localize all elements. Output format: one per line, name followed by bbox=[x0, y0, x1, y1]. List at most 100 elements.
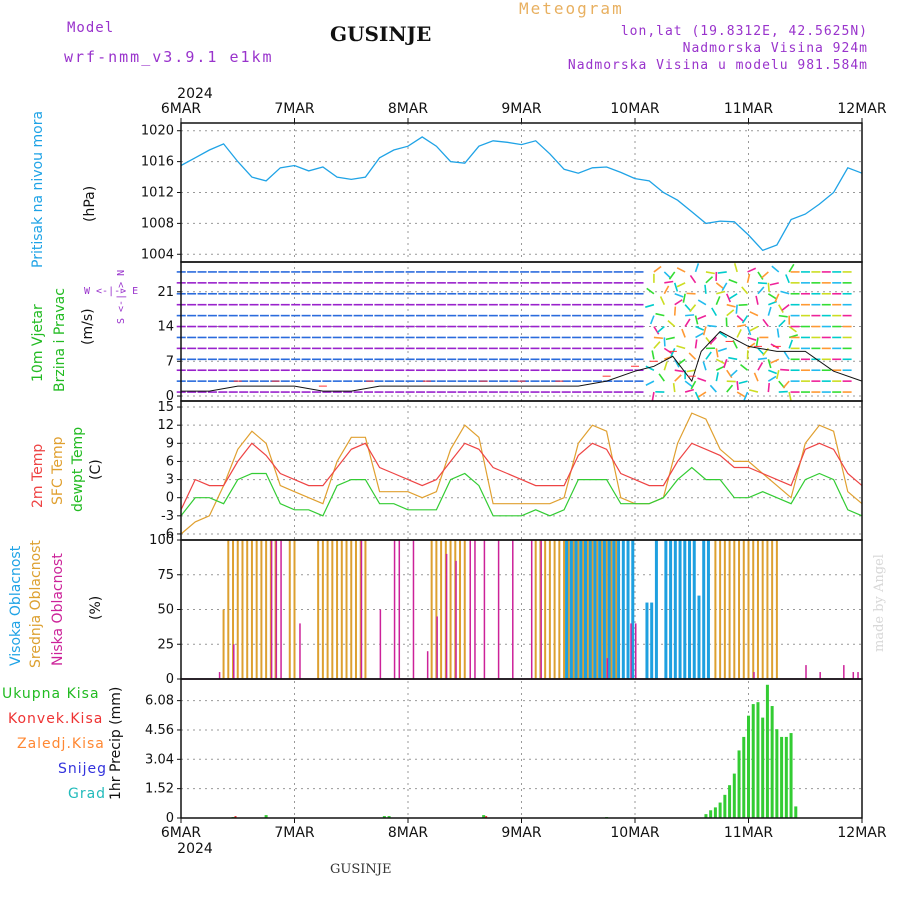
wind-barb bbox=[726, 384, 734, 393]
wind-barb bbox=[702, 361, 707, 371]
temp-tick-label: -3 bbox=[161, 509, 174, 524]
wind-barb bbox=[653, 265, 662, 273]
wind-barb bbox=[778, 390, 788, 393]
wind-barb bbox=[655, 312, 665, 317]
wind-barb bbox=[664, 280, 674, 284]
wind-barb bbox=[697, 314, 707, 320]
wind-barb bbox=[785, 274, 790, 284]
wind-barb bbox=[775, 370, 780, 380]
bottom-year: 2024 bbox=[177, 841, 213, 857]
mid-cloud-bar bbox=[222, 609, 225, 679]
low-cloud-bar bbox=[606, 658, 609, 679]
wind-barb bbox=[757, 282, 767, 285]
mid-cloud-bar bbox=[719, 540, 722, 679]
precip-tick-label: 1.52 bbox=[145, 782, 174, 797]
mid-cloud-bar bbox=[728, 540, 731, 679]
precip-total-bar bbox=[784, 736, 788, 818]
mid-cloud-bar bbox=[459, 540, 462, 679]
low-cloud-bar bbox=[270, 540, 273, 679]
wind-barb bbox=[684, 380, 693, 388]
wind-barb bbox=[755, 337, 759, 347]
mid-cloud-bar bbox=[756, 540, 759, 679]
mid-cloud-bar bbox=[572, 540, 575, 679]
wind-barb bbox=[749, 389, 759, 393]
low-cloud-bar bbox=[530, 540, 533, 679]
wind-barb bbox=[686, 369, 696, 373]
precip-total-bar bbox=[264, 815, 268, 818]
altitude: Nadmorska Visina 924m bbox=[682, 41, 868, 56]
wind-tick-label: 14 bbox=[157, 320, 174, 335]
wind-barb bbox=[674, 358, 680, 368]
top-date-label: 12MAR bbox=[837, 101, 886, 117]
wind-barb bbox=[673, 282, 679, 292]
bottom-date-label: 8MAR bbox=[388, 825, 429, 841]
high-cloud-bar bbox=[621, 540, 625, 679]
mid-cloud-bar bbox=[236, 540, 239, 679]
low-cloud-bar bbox=[857, 672, 859, 679]
mid-cloud-bar bbox=[577, 540, 580, 679]
wind-barb bbox=[732, 339, 738, 349]
wind-barb bbox=[715, 348, 719, 358]
wind-barb bbox=[735, 304, 738, 314]
low-cloud-bar bbox=[218, 672, 221, 679]
wind-barb bbox=[728, 278, 738, 284]
wind-barb bbox=[767, 375, 777, 382]
precip-total-bar bbox=[789, 733, 793, 818]
wind-barb bbox=[685, 314, 695, 317]
mid-cloud-bar bbox=[250, 540, 253, 679]
wind-barb bbox=[653, 326, 660, 335]
wind-barb bbox=[656, 325, 665, 334]
mid-cloud-bar bbox=[738, 540, 741, 679]
high-cloud-bar bbox=[626, 540, 630, 679]
legend-frz: Zaledj.Kisa bbox=[17, 736, 105, 752]
high-cloud-bar bbox=[678, 540, 682, 679]
mid-cloud-bar bbox=[733, 540, 736, 679]
high-cloud-bar bbox=[612, 540, 616, 679]
wind-barb bbox=[780, 368, 790, 372]
mid-cloud-bar bbox=[548, 540, 551, 679]
low-cloud-bar bbox=[426, 651, 429, 679]
high-cloud-bar bbox=[683, 540, 687, 679]
wind-barb bbox=[672, 383, 676, 393]
wind-barb bbox=[663, 361, 668, 371]
precip-tick-label: 4.56 bbox=[145, 723, 174, 738]
wind-barb bbox=[653, 336, 663, 340]
wind-barb bbox=[676, 282, 686, 288]
high-cloud-bar bbox=[697, 595, 701, 679]
wind-barb bbox=[741, 286, 749, 295]
precip-total-bar bbox=[387, 816, 391, 818]
mid-cloud-bar bbox=[581, 540, 584, 679]
pressure-tick-label: 1004 bbox=[141, 247, 174, 262]
wind-barb bbox=[788, 263, 795, 273]
wind-barb bbox=[705, 351, 712, 360]
mid-cloud-bar bbox=[742, 540, 745, 679]
pressure-tick-label: 1020 bbox=[141, 124, 174, 139]
page-title: GUSINJE bbox=[330, 22, 432, 46]
wind-barb bbox=[788, 391, 792, 402]
low-cloud-bar bbox=[474, 540, 476, 679]
precip-total-bar bbox=[382, 816, 386, 818]
wind-barb bbox=[757, 347, 765, 356]
low-cloud-bar bbox=[843, 665, 845, 679]
high-cloud-bar bbox=[569, 540, 573, 679]
high-cloud-bar bbox=[602, 540, 606, 679]
wind-barb bbox=[715, 365, 725, 371]
cloud-tick-label: 100 bbox=[149, 533, 174, 548]
wind-barb bbox=[697, 377, 707, 382]
footer-station: GUSINJE bbox=[330, 862, 392, 877]
wind-barb bbox=[728, 356, 738, 361]
high-cloud-bar bbox=[650, 602, 654, 679]
legend-total: Ukupna Kisa bbox=[2, 686, 100, 702]
wind-barb bbox=[780, 290, 790, 295]
temp-tick-label: 9 bbox=[166, 436, 174, 451]
mid-cloud-bar bbox=[775, 540, 778, 679]
high-cloud-bar bbox=[706, 540, 710, 679]
wind-barb bbox=[697, 299, 707, 306]
mid-cloud-bar bbox=[440, 540, 443, 679]
precip-total-bar bbox=[704, 814, 708, 818]
precip-tick-label: 6.08 bbox=[145, 694, 174, 709]
mid-cloud-bar bbox=[463, 540, 466, 679]
wind-barb bbox=[715, 372, 719, 382]
wind-barb bbox=[690, 380, 697, 390]
wind-barb bbox=[709, 336, 717, 345]
